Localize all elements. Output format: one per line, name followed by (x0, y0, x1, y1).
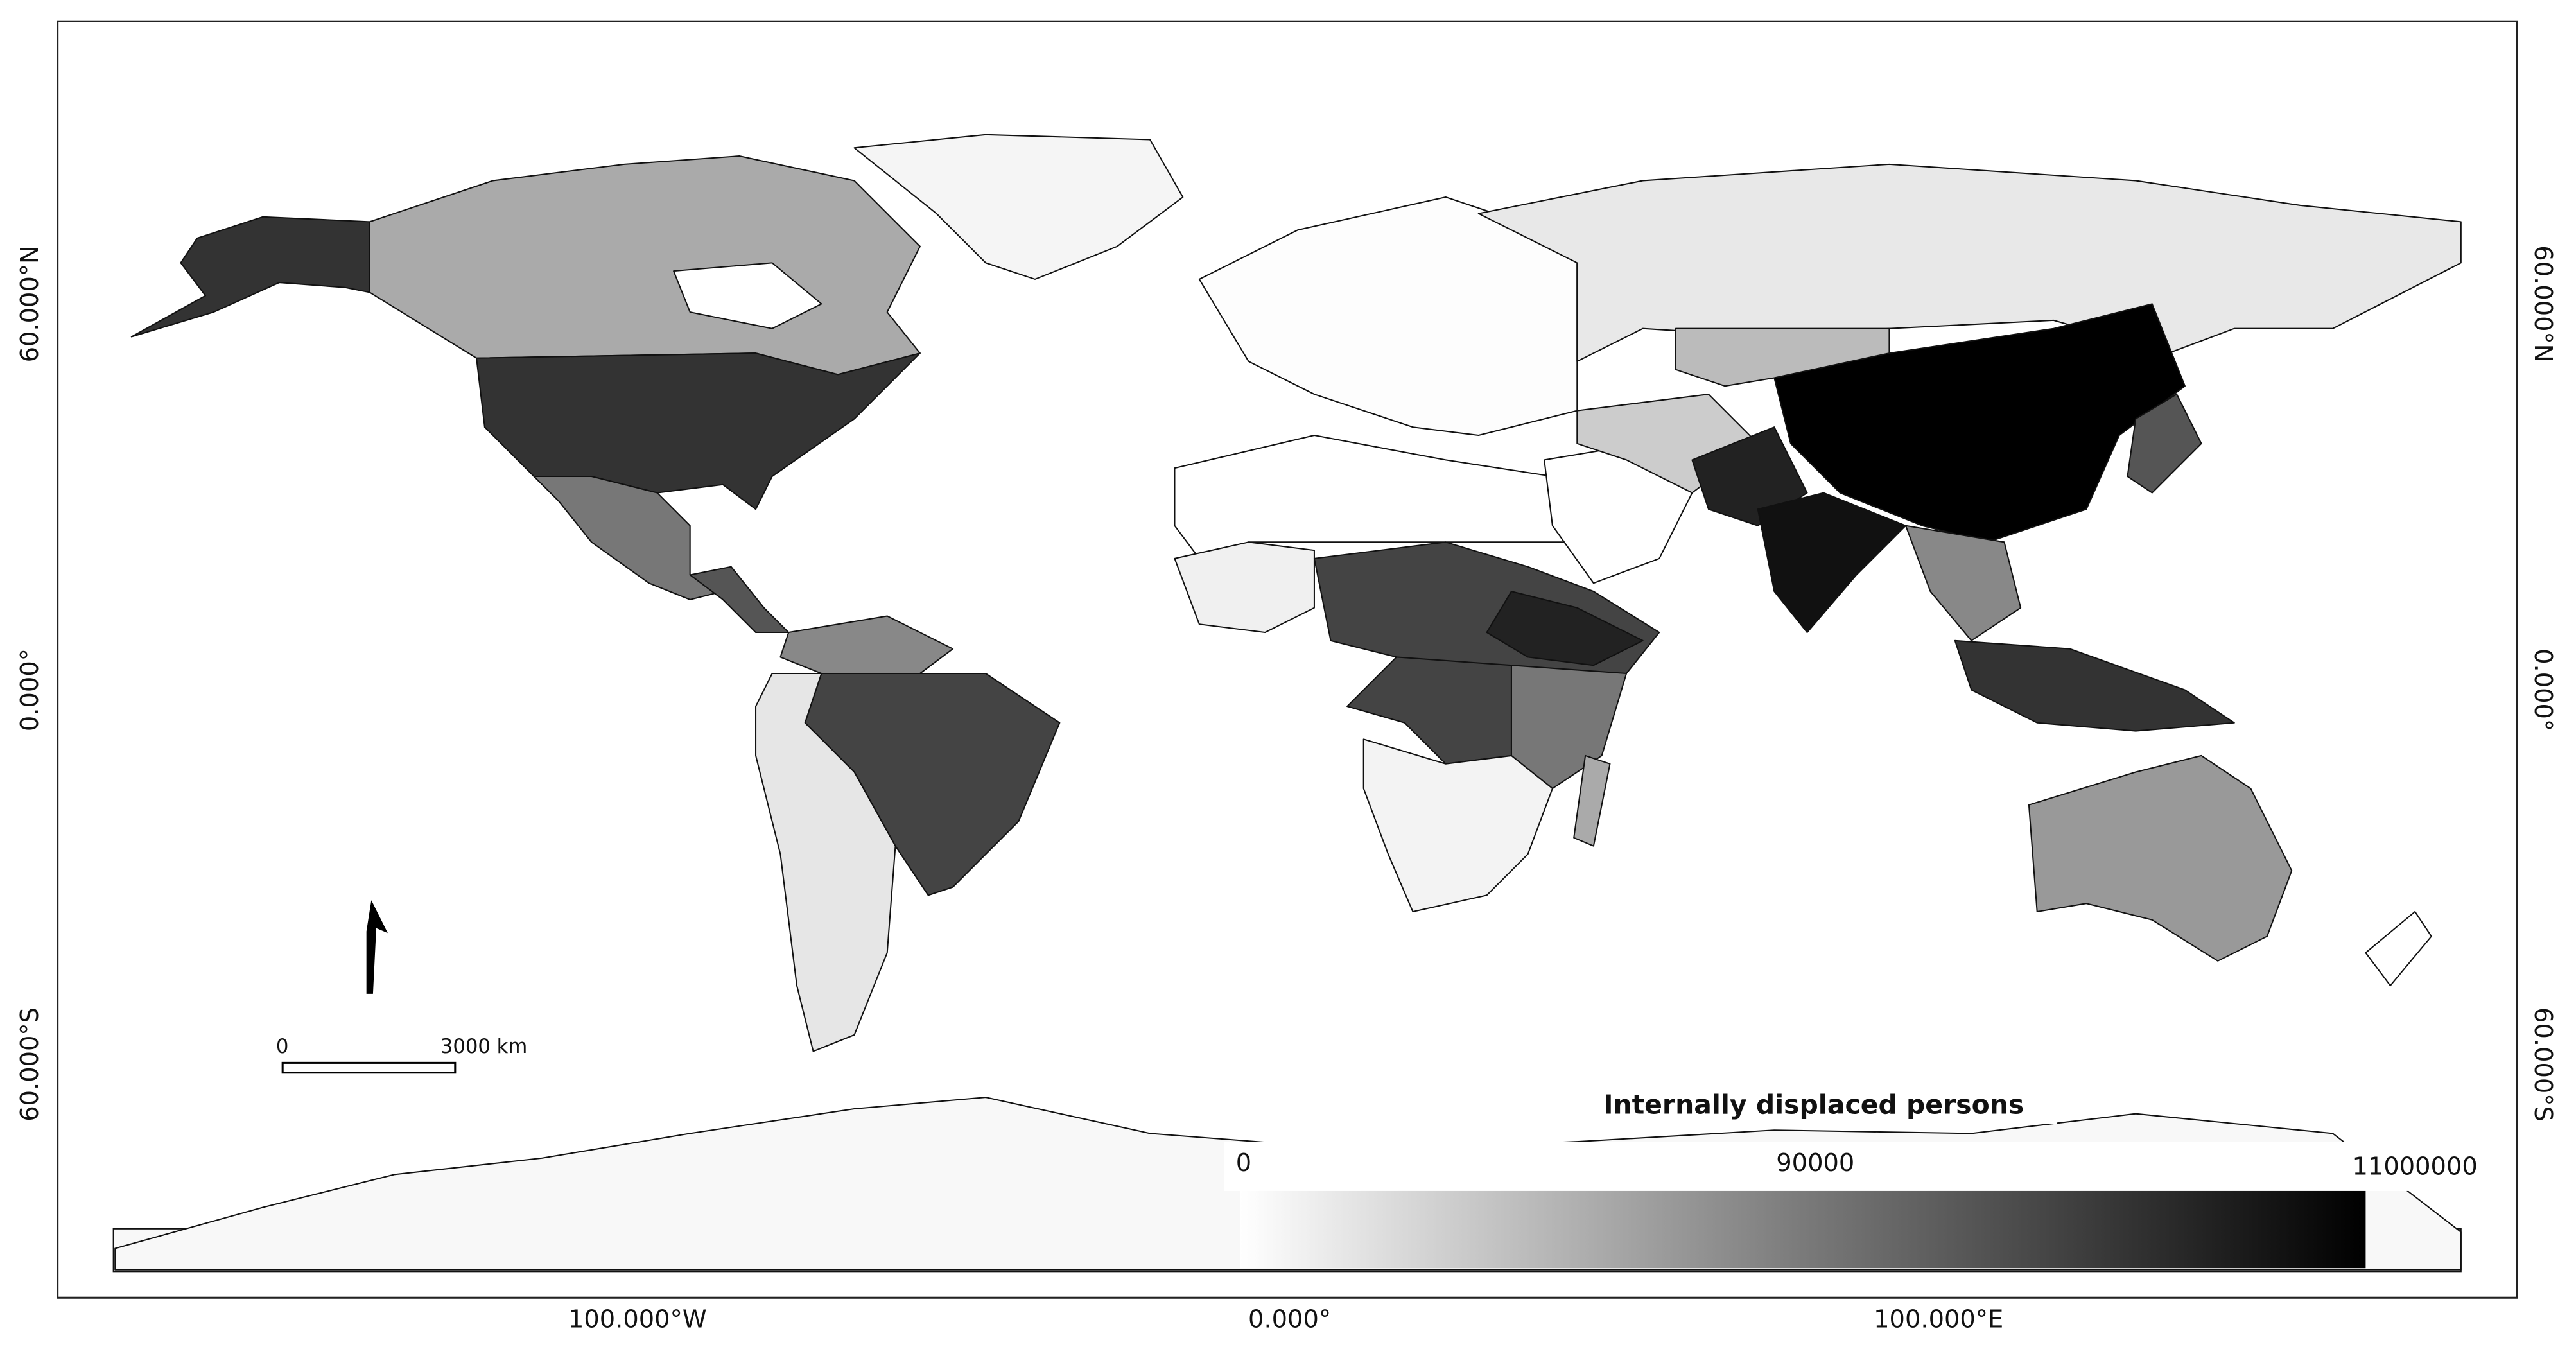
east-africa (1510, 665, 1628, 790)
madagascar (1573, 754, 1611, 847)
new-zealand (2365, 910, 2432, 987)
x-label: 100.000°E (1874, 1305, 2003, 1334)
axis-labels: 100.000°W 0.000° 100.000°E 60.000°N 0.00… (15, 245, 2557, 1334)
legend-ramp (1240, 1190, 2366, 1269)
legend-title-bg (1583, 1084, 2057, 1124)
southeast-asia (1904, 525, 2022, 641)
y-label-left: 60.000°S (15, 1007, 44, 1122)
andean-south (755, 672, 896, 1052)
kazakhstan-mongolia (1675, 327, 1890, 387)
legend-tick: 90000 (1776, 1149, 1854, 1178)
japan (2127, 394, 2202, 494)
legend: Internally displaced persons 0 90000 110… (1224, 1084, 2481, 1269)
australia (2028, 754, 2293, 962)
russia (1477, 163, 2462, 362)
greenland (853, 134, 1184, 280)
legend-title: Internally displaced persons (1603, 1090, 2024, 1120)
y-label-left: 0.000° (15, 648, 44, 731)
indonesia (1954, 639, 2235, 732)
x-label: 100.000°W (568, 1305, 707, 1334)
india (1757, 492, 1907, 634)
china (1773, 303, 2186, 543)
y-label-left: 60.000°N (15, 245, 44, 362)
legend-ticks-bg (1224, 1142, 2481, 1191)
y-label-right: 60.000°S (2528, 1007, 2557, 1122)
y-label-right: 0.000° (2528, 648, 2557, 731)
scale-bar: 0 3000 km (276, 1036, 528, 1074)
x-label: 0.000° (1248, 1305, 1331, 1334)
y-label-right: 60.000°N (2528, 245, 2557, 362)
north-arrow (366, 900, 388, 994)
west-africa (1174, 541, 1315, 634)
scale-bar-rect (281, 1061, 457, 1074)
scale-start: 0 (276, 1036, 289, 1058)
alaska (130, 216, 370, 338)
ethiopia (1486, 591, 1644, 666)
legend-tick: 11000000 (2353, 1152, 2478, 1181)
southern-africa (1362, 738, 1553, 913)
hudson-bay (673, 262, 822, 329)
scale-end: 3000 km (440, 1036, 528, 1058)
legend-tick: 0 (1236, 1149, 1251, 1178)
